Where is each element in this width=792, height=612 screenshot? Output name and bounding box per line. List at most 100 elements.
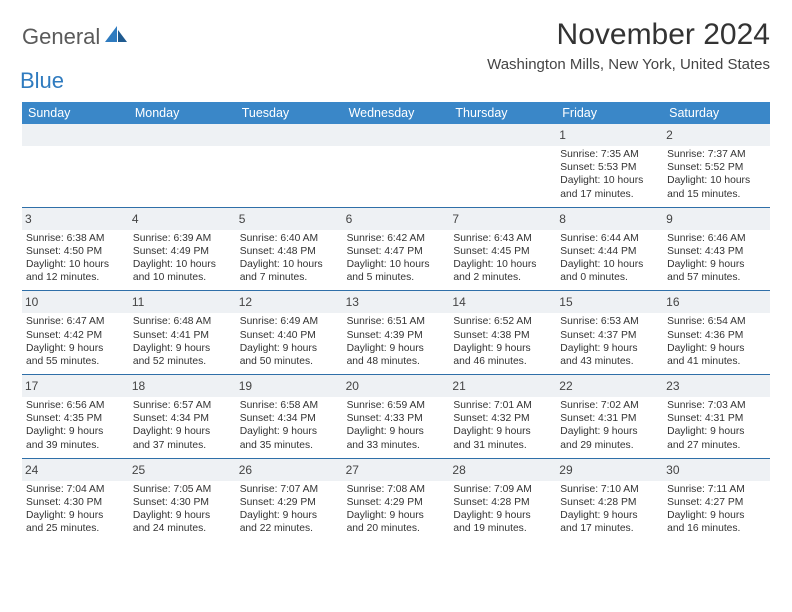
day-number: 22 bbox=[559, 379, 572, 393]
daylight-line-2: and 5 minutes. bbox=[347, 271, 446, 284]
sunset-line: Sunset: 4:28 PM bbox=[453, 496, 552, 509]
day-number: 1 bbox=[559, 128, 566, 142]
weekday-header: Monday bbox=[129, 102, 236, 124]
daylight-line-2: and 52 minutes. bbox=[133, 355, 232, 368]
sunrise-line: Sunrise: 7:03 AM bbox=[667, 399, 766, 412]
daylight-line-2: and 46 minutes. bbox=[453, 355, 552, 368]
daylight-line-1: Daylight: 9 hours bbox=[133, 342, 232, 355]
sunset-line: Sunset: 4:40 PM bbox=[240, 329, 339, 342]
daylight-line-1: Daylight: 9 hours bbox=[347, 509, 446, 522]
daylight-line-2: and 16 minutes. bbox=[667, 522, 766, 535]
day-number: 15 bbox=[559, 295, 572, 309]
sunset-line: Sunset: 4:28 PM bbox=[560, 496, 659, 509]
day-number: 28 bbox=[452, 463, 465, 477]
day-cell: 27Sunrise: 7:08 AMSunset: 4:29 PMDayligh… bbox=[343, 459, 450, 542]
sunset-line: Sunset: 4:29 PM bbox=[240, 496, 339, 509]
sunrise-line: Sunrise: 6:40 AM bbox=[240, 232, 339, 245]
sunset-line: Sunset: 4:36 PM bbox=[667, 329, 766, 342]
week-row: 1Sunrise: 7:35 AMSunset: 5:53 PMDaylight… bbox=[22, 124, 770, 208]
sunset-line: Sunset: 4:30 PM bbox=[133, 496, 232, 509]
daylight-line-1: Daylight: 9 hours bbox=[133, 425, 232, 438]
daylight-line-1: Daylight: 9 hours bbox=[667, 509, 766, 522]
day-number: 10 bbox=[25, 295, 38, 309]
day-number bbox=[452, 128, 455, 142]
sunset-line: Sunset: 5:53 PM bbox=[560, 161, 659, 174]
sunrise-line: Sunrise: 6:46 AM bbox=[667, 232, 766, 245]
sunset-line: Sunset: 4:33 PM bbox=[347, 412, 446, 425]
day-number: 27 bbox=[346, 463, 359, 477]
sunset-line: Sunset: 4:45 PM bbox=[453, 245, 552, 258]
day-number: 11 bbox=[132, 295, 144, 309]
sunrise-line: Sunrise: 7:02 AM bbox=[560, 399, 659, 412]
day-cell: 5Sunrise: 6:40 AMSunset: 4:48 PMDaylight… bbox=[236, 208, 343, 291]
day-number: 6 bbox=[346, 212, 353, 226]
day-cell: 13Sunrise: 6:51 AMSunset: 4:39 PMDayligh… bbox=[343, 291, 450, 374]
day-number bbox=[346, 128, 349, 142]
day-cell: 29Sunrise: 7:10 AMSunset: 4:28 PMDayligh… bbox=[556, 459, 663, 542]
daylight-line-2: and 17 minutes. bbox=[560, 188, 659, 201]
daylight-line-2: and 15 minutes. bbox=[667, 188, 766, 201]
day-number-row bbox=[129, 124, 236, 146]
sunrise-line: Sunrise: 7:37 AM bbox=[667, 148, 766, 161]
sunrise-line: Sunrise: 7:05 AM bbox=[133, 483, 232, 496]
day-number-row: 16 bbox=[663, 291, 770, 313]
sunset-line: Sunset: 4:27 PM bbox=[667, 496, 766, 509]
day-cell: 14Sunrise: 6:52 AMSunset: 4:38 PMDayligh… bbox=[449, 291, 556, 374]
sunrise-line: Sunrise: 6:52 AM bbox=[453, 315, 552, 328]
sunset-line: Sunset: 4:34 PM bbox=[240, 412, 339, 425]
day-number-row: 5 bbox=[236, 208, 343, 230]
daylight-line-2: and 22 minutes. bbox=[240, 522, 339, 535]
day-number: 14 bbox=[452, 295, 465, 309]
day-cell: 18Sunrise: 6:57 AMSunset: 4:34 PMDayligh… bbox=[129, 375, 236, 458]
daylight-line-1: Daylight: 9 hours bbox=[26, 342, 125, 355]
day-number: 9 bbox=[666, 212, 673, 226]
day-number: 7 bbox=[452, 212, 459, 226]
sunrise-line: Sunrise: 7:09 AM bbox=[453, 483, 552, 496]
daylight-line-1: Daylight: 10 hours bbox=[453, 258, 552, 271]
day-cell: 24Sunrise: 7:04 AMSunset: 4:30 PMDayligh… bbox=[22, 459, 129, 542]
daylight-line-1: Daylight: 9 hours bbox=[133, 509, 232, 522]
sunrise-line: Sunrise: 7:07 AM bbox=[240, 483, 339, 496]
page-title: November 2024 bbox=[487, 18, 770, 52]
day-number bbox=[25, 128, 28, 142]
day-cell: 30Sunrise: 7:11 AMSunset: 4:27 PMDayligh… bbox=[663, 459, 770, 542]
sunset-line: Sunset: 4:47 PM bbox=[347, 245, 446, 258]
daylight-line-1: Daylight: 9 hours bbox=[453, 342, 552, 355]
day-number: 16 bbox=[666, 295, 679, 309]
week-row: 17Sunrise: 6:56 AMSunset: 4:35 PMDayligh… bbox=[22, 375, 770, 459]
day-number-row: 2 bbox=[663, 124, 770, 146]
sunset-line: Sunset: 4:44 PM bbox=[560, 245, 659, 258]
weekday-header: Wednesday bbox=[343, 102, 450, 124]
day-cell: 7Sunrise: 6:43 AMSunset: 4:45 PMDaylight… bbox=[449, 208, 556, 291]
day-number-row: 27 bbox=[343, 459, 450, 481]
daylight-line-2: and 57 minutes. bbox=[667, 271, 766, 284]
sunrise-line: Sunrise: 7:04 AM bbox=[26, 483, 125, 496]
week-row: 24Sunrise: 7:04 AMSunset: 4:30 PMDayligh… bbox=[22, 459, 770, 542]
day-number-row: 24 bbox=[22, 459, 129, 481]
day-number bbox=[239, 128, 242, 142]
daylight-line-2: and 37 minutes. bbox=[133, 439, 232, 452]
sunset-line: Sunset: 4:43 PM bbox=[667, 245, 766, 258]
day-number: 18 bbox=[132, 379, 145, 393]
day-number-row: 29 bbox=[556, 459, 663, 481]
daylight-line-2: and 39 minutes. bbox=[26, 439, 125, 452]
day-cell: 4Sunrise: 6:39 AMSunset: 4:49 PMDaylight… bbox=[129, 208, 236, 291]
day-number-row: 30 bbox=[663, 459, 770, 481]
day-cell: 21Sunrise: 7:01 AMSunset: 4:32 PMDayligh… bbox=[449, 375, 556, 458]
day-number: 29 bbox=[559, 463, 572, 477]
sunrise-line: Sunrise: 6:48 AM bbox=[133, 315, 232, 328]
daylight-line-2: and 0 minutes. bbox=[560, 271, 659, 284]
daylight-line-1: Daylight: 9 hours bbox=[560, 342, 659, 355]
daylight-line-2: and 41 minutes. bbox=[667, 355, 766, 368]
day-cell: 16Sunrise: 6:54 AMSunset: 4:36 PMDayligh… bbox=[663, 291, 770, 374]
daylight-line-2: and 35 minutes. bbox=[240, 439, 339, 452]
sunset-line: Sunset: 4:31 PM bbox=[560, 412, 659, 425]
day-number-row: 22 bbox=[556, 375, 663, 397]
sunrise-line: Sunrise: 6:47 AM bbox=[26, 315, 125, 328]
calendar-page: General Blue November 2024 Washington Mi… bbox=[0, 0, 792, 541]
sunrise-line: Sunrise: 6:58 AM bbox=[240, 399, 339, 412]
daylight-line-2: and 24 minutes. bbox=[133, 522, 232, 535]
sunrise-line: Sunrise: 6:49 AM bbox=[240, 315, 339, 328]
sunset-line: Sunset: 4:29 PM bbox=[347, 496, 446, 509]
day-cell: 17Sunrise: 6:56 AMSunset: 4:35 PMDayligh… bbox=[22, 375, 129, 458]
